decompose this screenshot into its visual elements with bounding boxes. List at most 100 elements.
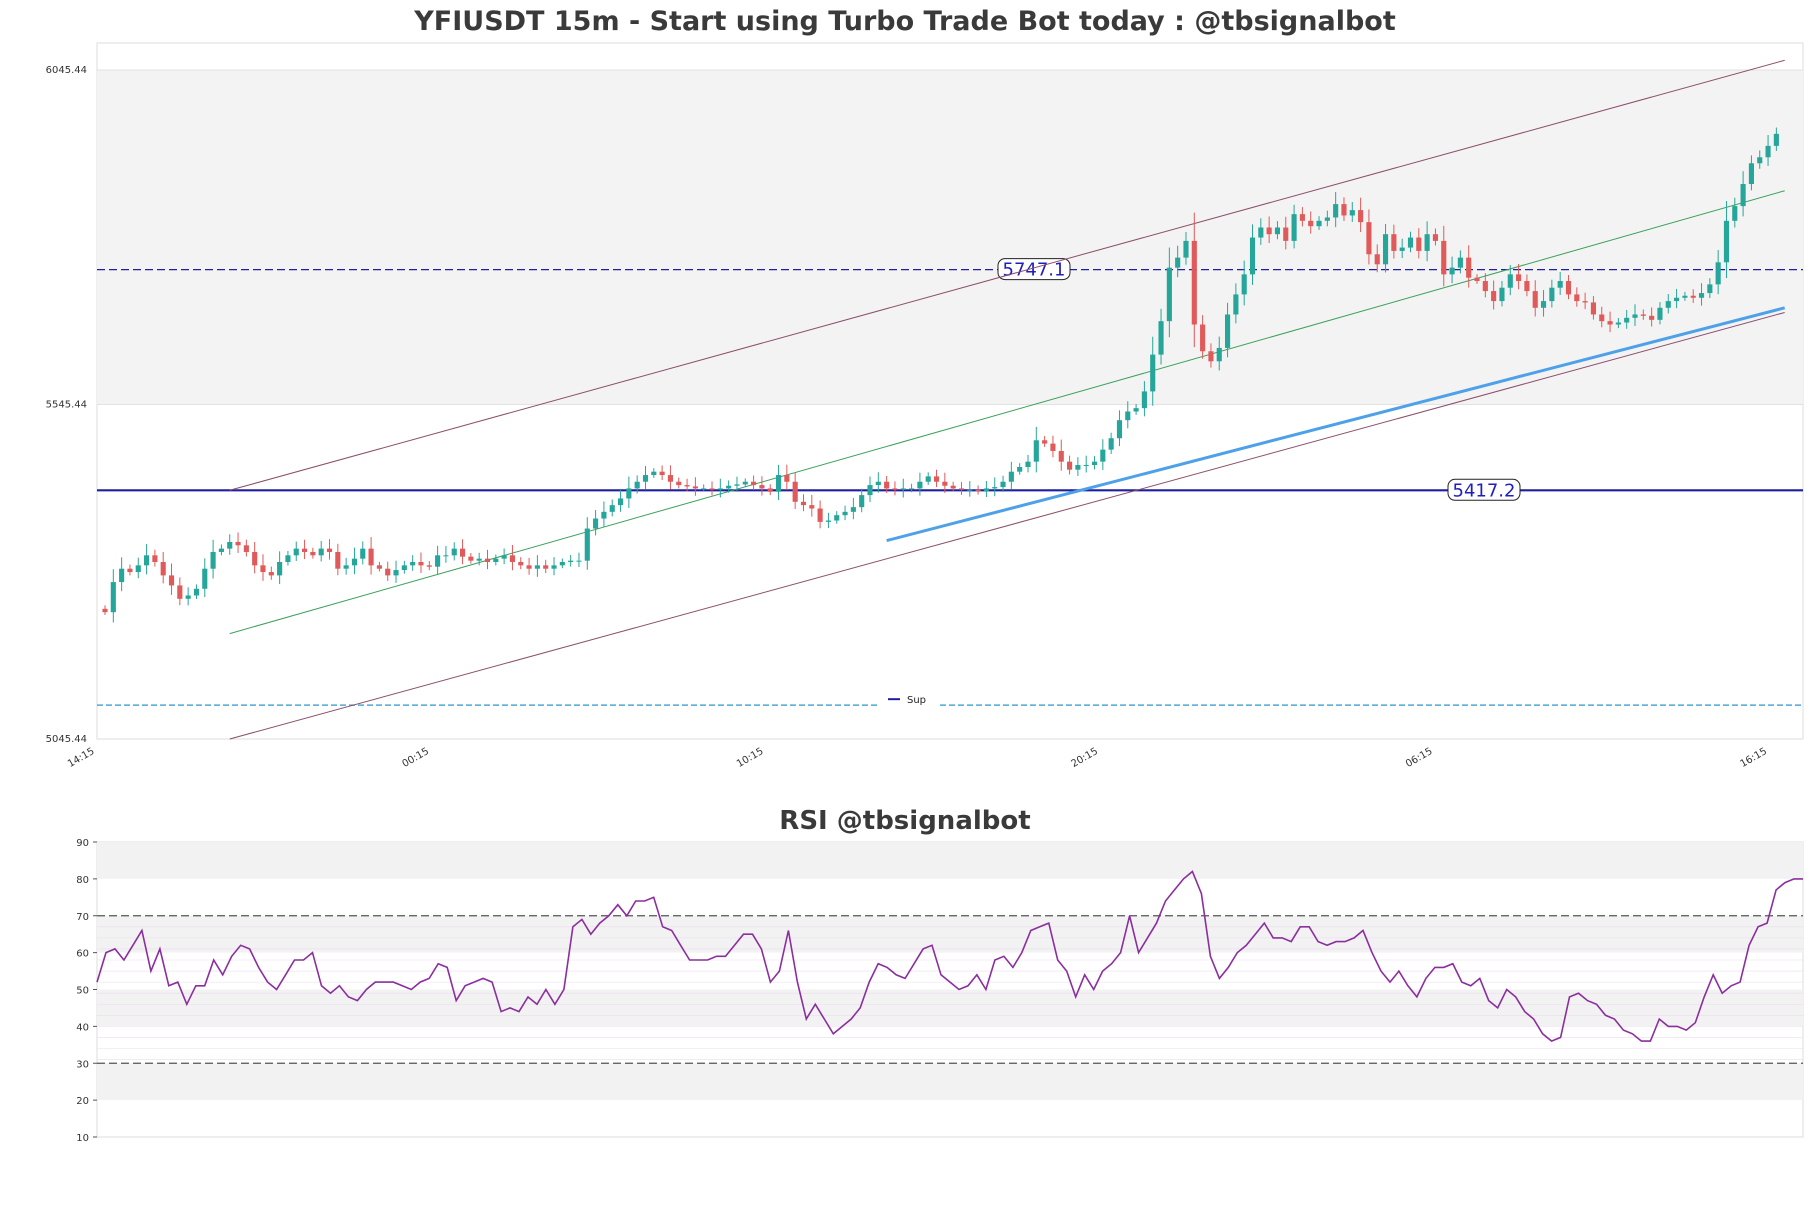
candle [1067,461,1073,470]
candle [426,565,432,567]
candle [526,565,532,569]
candle [892,488,898,490]
candle [410,562,416,566]
candle [1141,391,1147,409]
candle [983,488,989,492]
rsi-band [97,989,1803,1027]
rsi-y-tick-label: 10 [76,1133,89,1144]
y-tick-label: 6045.44 [46,65,87,76]
candle [144,555,150,566]
candle [1757,157,1763,164]
candle [260,565,266,573]
candle [534,565,540,569]
candle [335,551,341,569]
candle [1299,214,1305,221]
candle [1125,411,1131,421]
candle [1449,267,1455,275]
candle [1491,291,1497,302]
candle [235,541,241,546]
candle [942,481,948,486]
candle [1042,440,1048,444]
candle [484,558,491,563]
candle [1382,234,1389,265]
candle [659,471,665,476]
candle [1682,295,1688,298]
candle [1366,222,1372,255]
candle [726,485,732,489]
candle [1441,240,1447,275]
candle [1565,281,1572,295]
candle [1324,217,1330,221]
candle [1607,321,1613,325]
candle [385,568,391,576]
candle [202,568,208,589]
candle [1341,204,1347,216]
candle [1025,461,1031,468]
candle [1690,295,1696,298]
candle [925,476,931,482]
rsi-y-tick-label: 30 [76,1059,89,1070]
candle [576,560,582,562]
candle [850,507,856,512]
candle [268,572,274,576]
candle [1100,449,1106,462]
candle [1150,354,1156,392]
candle [909,488,915,490]
candle [1391,234,1397,251]
candle [1216,347,1222,362]
candle [168,575,175,586]
rsi-chart-title: RSI @tbsignalbot [779,806,1030,836]
x-tick-label: 00:15 [401,746,431,770]
candle [1507,274,1513,288]
candle [1000,481,1006,488]
candle [958,488,965,490]
support-trendline [886,306,1786,543]
candle [451,548,457,556]
candle [127,568,133,573]
candle [1482,281,1488,292]
candle [559,562,565,566]
candle [1466,257,1472,278]
candle [717,488,723,490]
candle [152,555,158,563]
candle [867,485,873,496]
candle [950,485,956,489]
candle [1765,145,1771,158]
candle [609,505,615,512]
candle [1183,240,1189,258]
rsi-band [97,1063,1803,1101]
candle [1058,450,1064,462]
candle [734,484,740,486]
candle [992,487,998,489]
candle [775,475,782,492]
candle [1540,301,1547,308]
candle [501,555,507,559]
candle [825,520,831,522]
candle [1599,314,1605,322]
candle [1582,301,1588,303]
candle [568,560,574,563]
candle [1516,274,1522,282]
candle [227,541,233,549]
candle [1208,351,1214,362]
candle [110,582,116,613]
candle [817,508,823,522]
candle [933,476,940,482]
shaded-band [97,70,1803,405]
candle [642,475,649,482]
rsi-y-tick-label: 70 [76,912,89,923]
candle [1133,408,1139,412]
candle [1033,440,1039,462]
candle [459,548,466,557]
candle [676,481,682,486]
candle [1158,321,1164,355]
candle [1241,274,1247,295]
candle [543,565,549,569]
candle [1432,234,1439,241]
rsi-chart: 90 80 70 60 50 40 30 20 10 [76,838,1804,1144]
candle [584,528,590,561]
candle [1249,237,1256,275]
candle [252,551,258,566]
candle [593,518,599,529]
